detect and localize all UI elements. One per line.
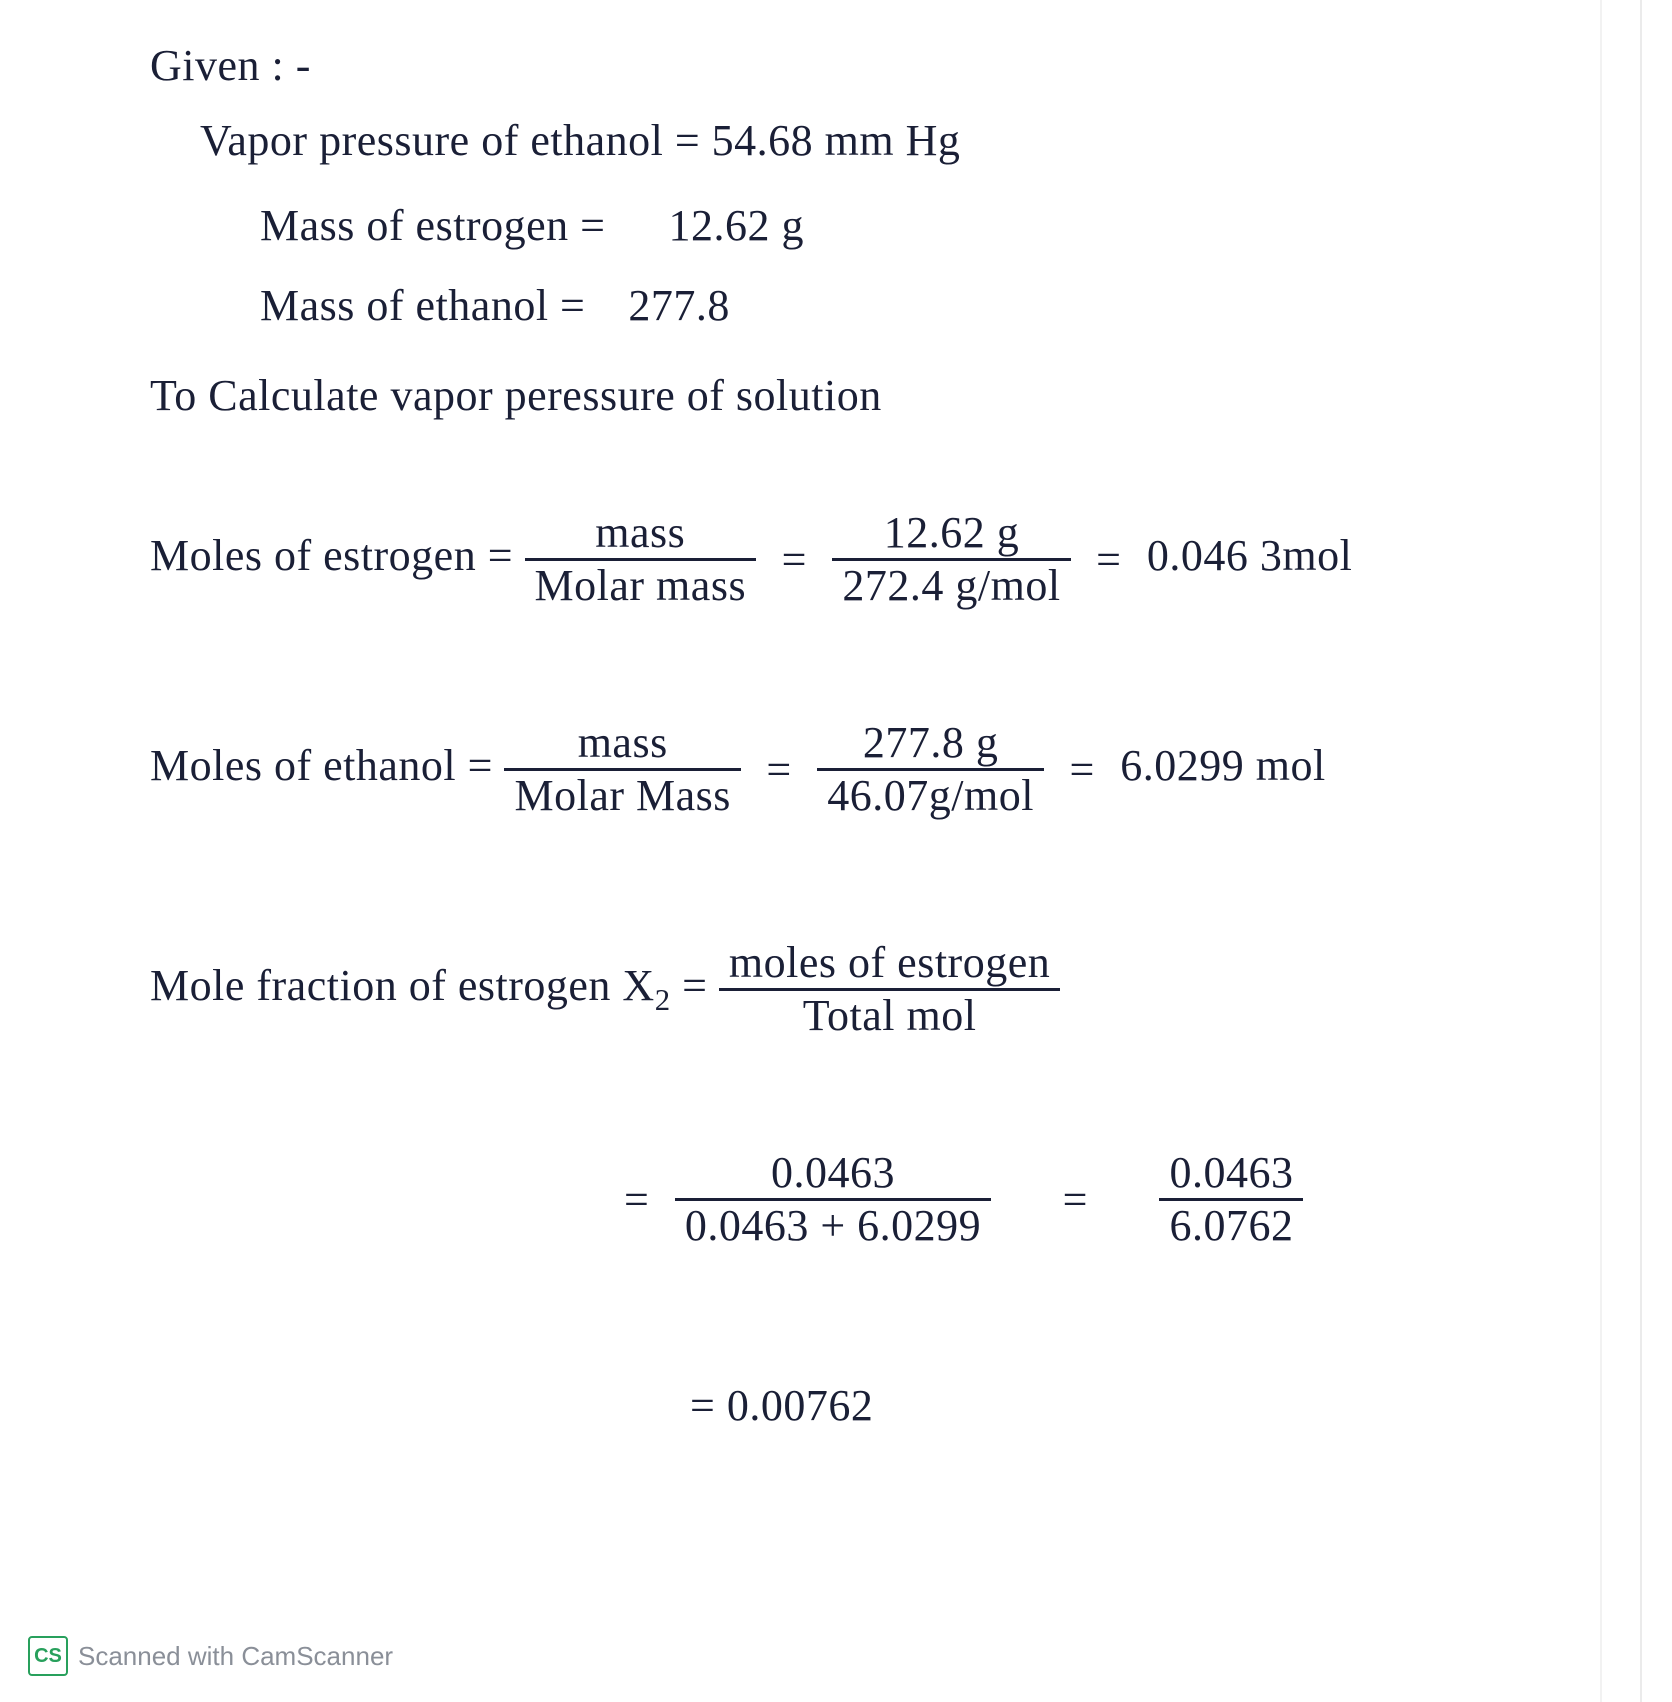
text: Vapor pressure of ethanol = xyxy=(200,116,712,165)
equals: = xyxy=(768,534,821,585)
equals: = xyxy=(752,744,805,795)
label: Moles of estrogen = xyxy=(150,531,525,580)
equals: = xyxy=(1055,744,1108,795)
line-mass-estrogen: Mass of estrogen = 12.62 g xyxy=(260,200,804,251)
value: 12.62 g xyxy=(668,201,804,250)
equals: = xyxy=(1082,534,1135,585)
moles-ethanol-row: Moles of ethanol = mass Molar Mass = 277… xyxy=(150,720,1326,819)
equals: = xyxy=(1003,1174,1148,1225)
denominator: Total mol xyxy=(719,991,1060,1039)
result: 6.0299 mol xyxy=(1120,741,1325,790)
numerator: mass xyxy=(504,720,740,771)
label: Moles of ethanol = xyxy=(150,741,504,790)
text: Mass of ethanol = xyxy=(260,281,597,330)
frac-values: 277.8 g 46.07g/mol xyxy=(817,720,1044,819)
line-vapor-pressure: Vapor pressure of ethanol = 54.68 mm Hg xyxy=(200,115,960,166)
numerator: 277.8 g xyxy=(817,720,1044,771)
frac-formula: mass Molar mass xyxy=(525,510,757,609)
mole-fraction-row: Mole fraction of estrogen X2 = moles of … xyxy=(150,940,1060,1039)
frac-definition: moles of estrogen Total mol xyxy=(719,940,1060,1039)
frac-summed: 0.0463 6.0762 xyxy=(1159,1150,1303,1249)
watermark-text: Scanned with CamScanner xyxy=(78,1641,393,1672)
page: Given : - Vapor pressure of ethanol = 54… xyxy=(0,0,1672,1702)
denominator: 6.0762 xyxy=(1159,1201,1303,1249)
equals: = xyxy=(610,1174,663,1225)
frac-values: 12.62 g 272.4 g/mol xyxy=(832,510,1070,609)
mole-fraction-calc-row: = 0.0463 0.0463 + 6.0299 = 0.0463 6.0762 xyxy=(610,1150,1303,1249)
frac-plugged: 0.0463 0.0463 + 6.0299 xyxy=(675,1150,991,1249)
heading-given: Given : - xyxy=(150,40,311,91)
line-mass-ethanol: Mass of ethanol = 277.8 xyxy=(260,280,730,331)
numerator: 12.62 g xyxy=(832,510,1070,561)
denominator: 0.0463 + 6.0299 xyxy=(675,1201,991,1249)
numerator: 0.0463 xyxy=(675,1150,991,1201)
denominator: 272.4 g/mol xyxy=(832,561,1070,609)
line-to-calculate: To Calculate vapor peressure of solution xyxy=(150,370,882,421)
label: Mole fraction of estrogen X2 = xyxy=(150,961,719,1010)
text: Mole fraction of estrogen X xyxy=(150,961,655,1010)
camscanner-watermark: CS Scanned with CamScanner xyxy=(28,1636,393,1676)
moles-estrogen-row: Moles of estrogen = mass Molar mass = 12… xyxy=(150,510,1352,609)
denominator: 46.07g/mol xyxy=(817,771,1044,819)
right-margin-rule xyxy=(1640,0,1642,1702)
value: 277.8 xyxy=(628,281,730,330)
text: = xyxy=(671,961,719,1010)
subscript: 2 xyxy=(655,983,671,1017)
frac-formula: mass Molar Mass xyxy=(504,720,740,819)
value: 54.68 mm Hg xyxy=(712,116,961,165)
denominator: Molar mass xyxy=(525,561,757,609)
denominator: Molar Mass xyxy=(504,771,740,819)
result: 0.046 3mol xyxy=(1147,531,1352,580)
numerator: 0.0463 xyxy=(1159,1150,1303,1201)
final-result: = 0.00762 xyxy=(690,1380,873,1431)
cs-badge-icon: CS xyxy=(28,1636,68,1676)
text: Mass of estrogen = xyxy=(260,201,617,250)
numerator: mass xyxy=(525,510,757,561)
numerator: moles of estrogen xyxy=(719,940,1060,991)
right-margin-rule-2 xyxy=(1600,0,1602,1702)
